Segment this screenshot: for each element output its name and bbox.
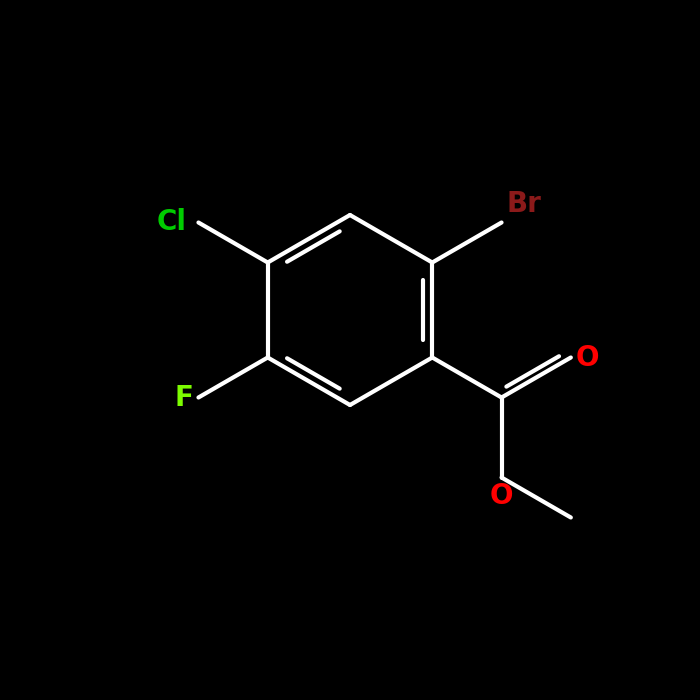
Text: Br: Br — [507, 190, 541, 218]
Text: O: O — [490, 482, 513, 510]
Text: Cl: Cl — [156, 209, 186, 237]
Text: O: O — [576, 344, 599, 372]
Text: F: F — [174, 384, 193, 412]
